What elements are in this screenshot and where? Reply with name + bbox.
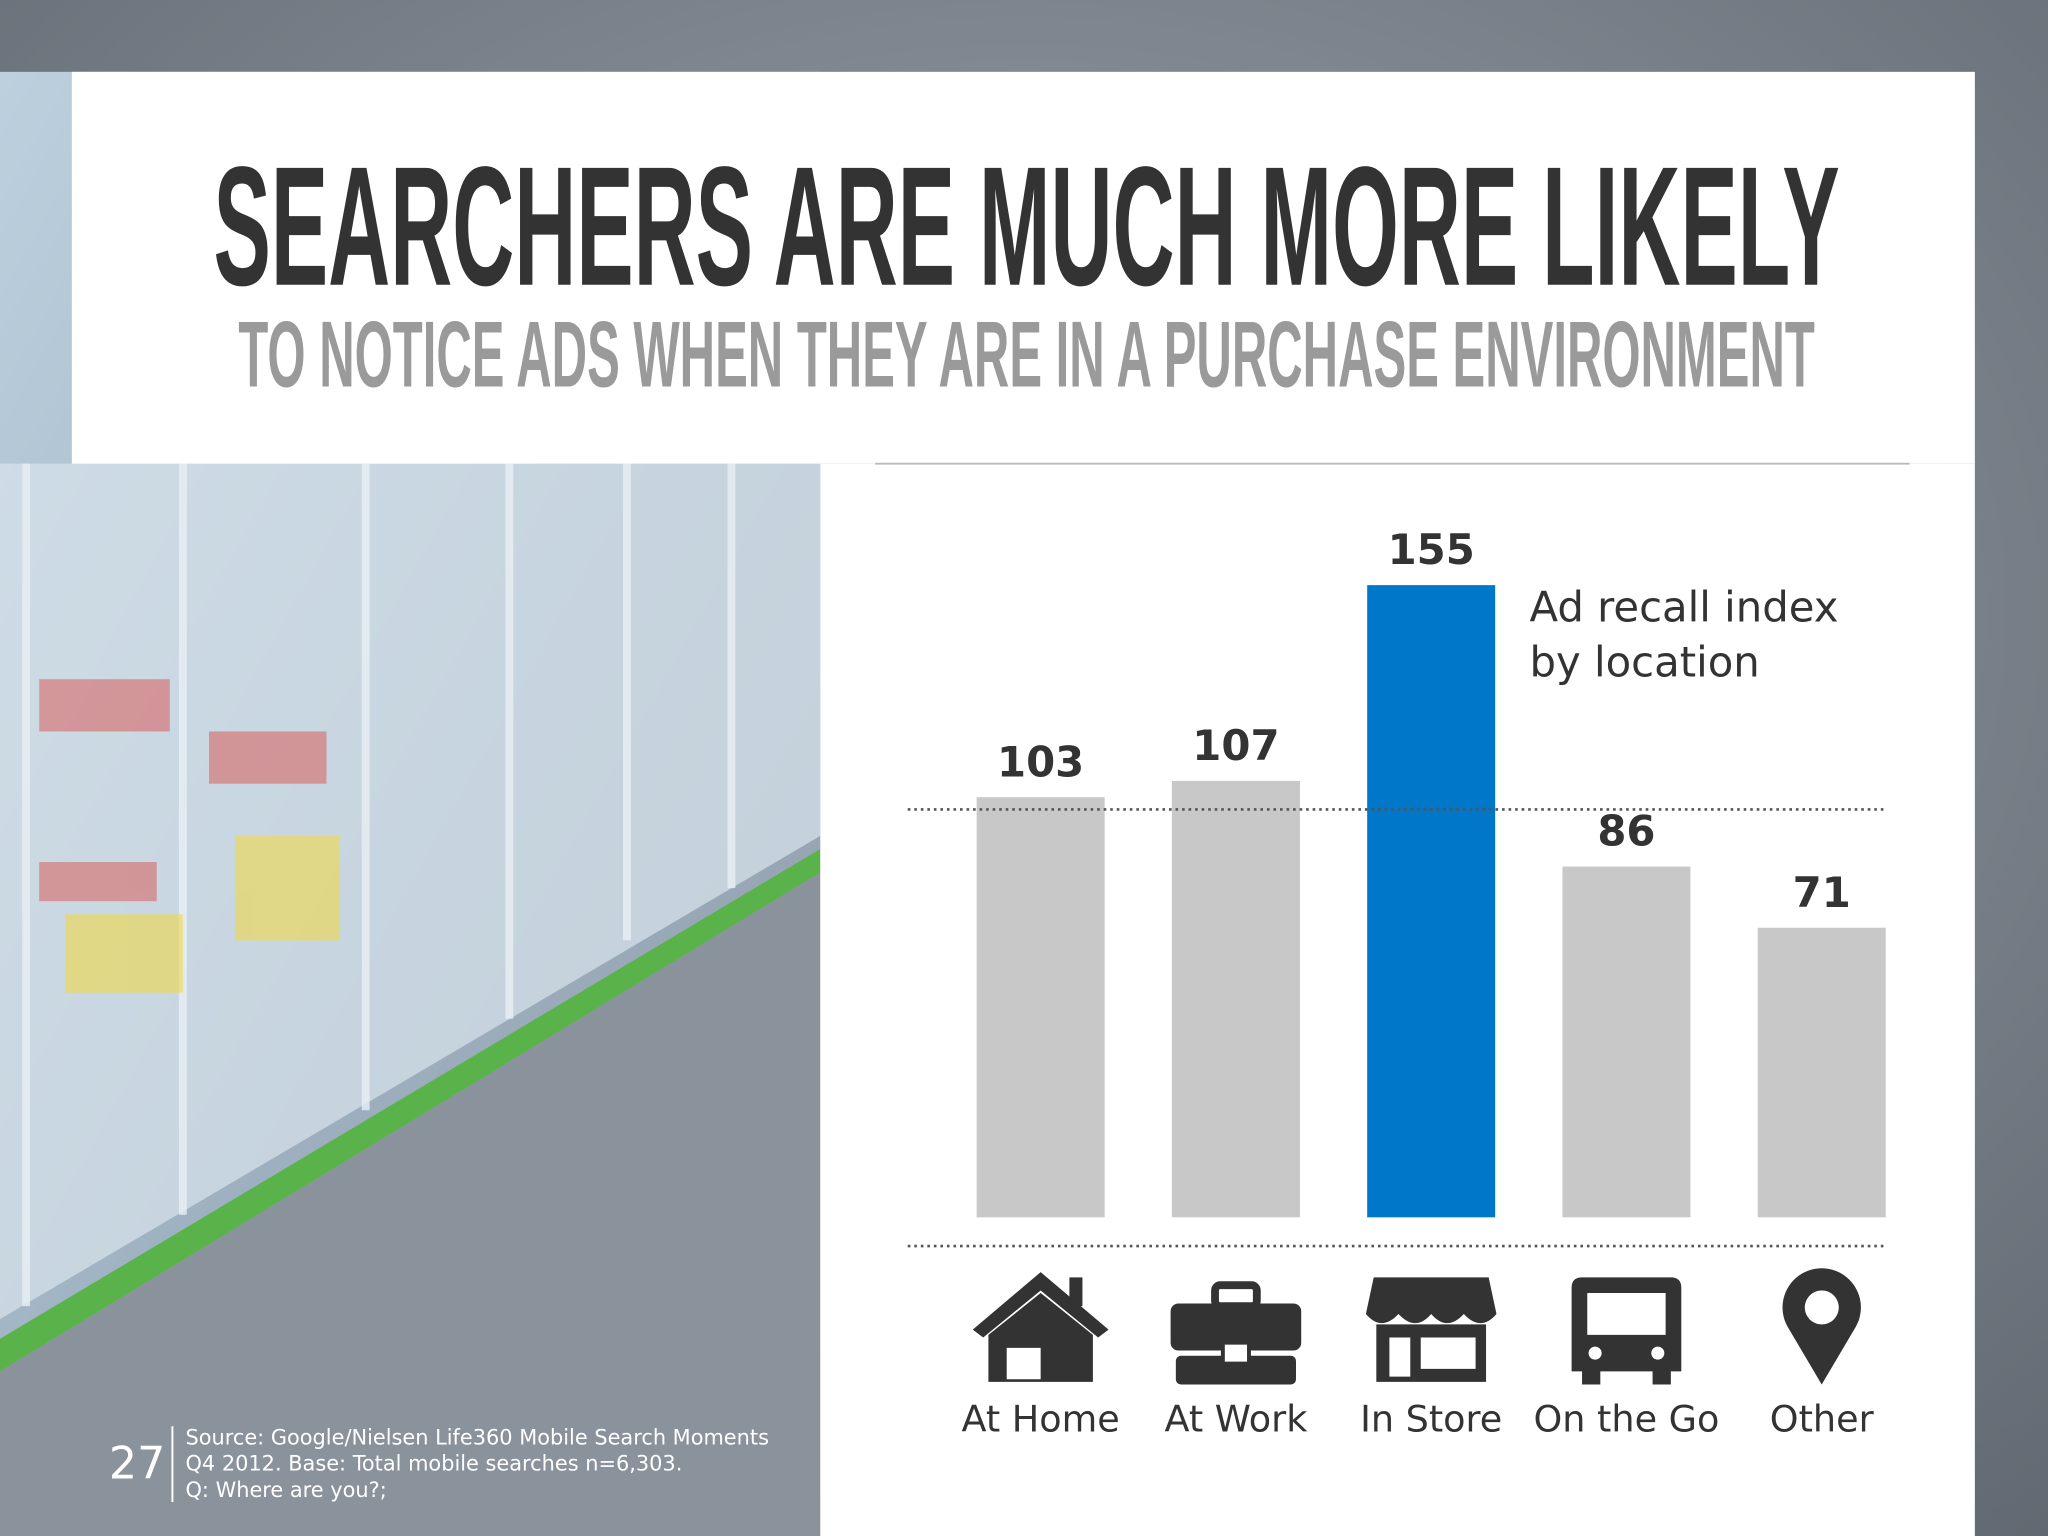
value-label: 155 <box>1388 525 1475 574</box>
annotation: by location <box>1529 638 1759 687</box>
source: Source: Google/Nielsen Life360 Mobile Se… <box>185 1426 768 1450</box>
category-label: In Store <box>1360 1398 1502 1441</box>
icon-part <box>988 1293 1093 1382</box>
page-number: 27 <box>109 1439 165 1490</box>
icon-part <box>1588 1346 1602 1360</box>
bar <box>1757 927 1886 1218</box>
value-label: 71 <box>1793 868 1851 917</box>
icon <box>1571 1277 1682 1385</box>
icon-part <box>1069 1277 1083 1307</box>
bar <box>1562 866 1691 1218</box>
icon-part <box>1220 1340 1251 1366</box>
header-panel <box>71 71 1975 464</box>
category-label: At Work <box>1164 1398 1308 1441</box>
annotation: Ad recall index <box>1529 583 1838 632</box>
source: Q4 2012. Base: Total mobile searches n=6… <box>185 1452 682 1476</box>
icon-part <box>1652 1368 1671 1385</box>
value-label: 107 <box>1192 721 1279 770</box>
icon-part <box>1175 1355 1296 1385</box>
category-label: At Home <box>961 1398 1119 1441</box>
icon-part <box>1376 1324 1487 1382</box>
category-label: On the Go <box>1533 1398 1719 1441</box>
bar <box>1367 585 1496 1218</box>
value-label: 103 <box>997 737 1084 786</box>
icon-part <box>1651 1346 1665 1360</box>
icon-part <box>1782 1268 1861 1385</box>
icon-part <box>1170 1303 1302 1351</box>
icon <box>972 1272 1109 1382</box>
icon-part <box>1365 1277 1497 1324</box>
icon <box>1170 1281 1302 1385</box>
bar <box>976 797 1105 1218</box>
category-label: Other <box>1770 1398 1875 1441</box>
icon <box>1365 1277 1497 1382</box>
icon-part <box>972 1272 1109 1338</box>
source: Q: Where are you?; <box>185 1478 386 1502</box>
bar <box>1171 780 1300 1218</box>
icon-part <box>1582 1368 1601 1385</box>
subtitle: TO NOTICE ADS WHEN THEY ARE IN A PURCHAS… <box>238 302 1814 407</box>
icon <box>1782 1268 1861 1385</box>
value-label: 86 <box>1597 807 1655 856</box>
title: SEARCHERS ARE MUCH MORE LIKELY <box>214 131 1840 321</box>
